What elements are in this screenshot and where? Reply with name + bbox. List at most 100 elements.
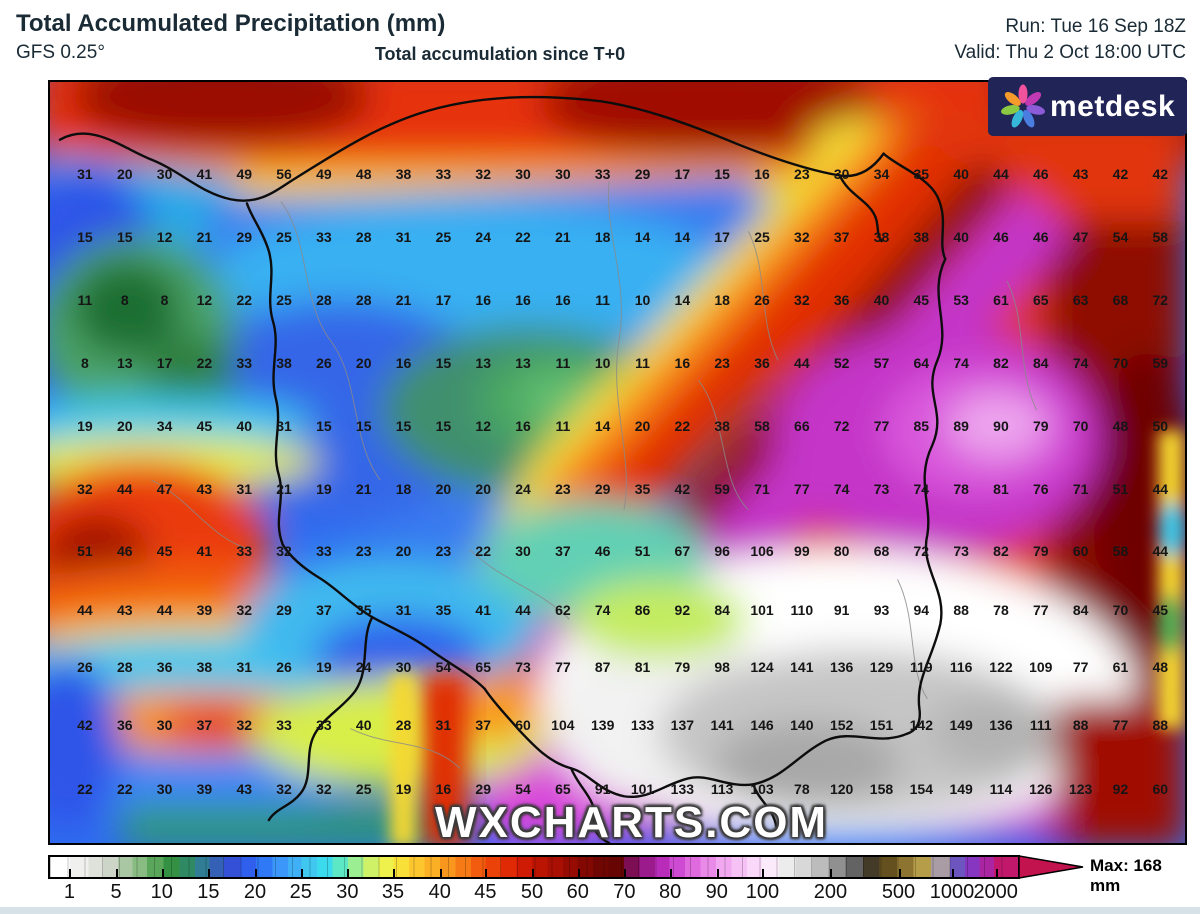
precip-value: 76: [1033, 481, 1049, 497]
precip-value: 67: [674, 543, 691, 559]
precip-value: 136: [989, 717, 1013, 733]
precip-value: 38: [873, 229, 890, 245]
precip-value: 141: [710, 717, 734, 733]
precip-value: 45: [196, 418, 213, 434]
precip-value: 17: [156, 355, 173, 371]
colorbar-tick: [898, 869, 901, 878]
precip-value: 140: [790, 717, 814, 733]
precip-value: 39: [196, 781, 213, 797]
colorbar-tick: [716, 869, 719, 878]
precip-value: 24: [355, 659, 372, 675]
precip-value: 122: [989, 659, 1013, 675]
precip-value: 137: [670, 717, 695, 733]
colorbar-tick: [670, 869, 673, 878]
precip-value: 32: [276, 543, 292, 559]
precip-value: 154: [909, 781, 933, 797]
precip-value: 73: [953, 543, 969, 559]
precip-value: 40: [236, 418, 253, 434]
precip-value: 19: [316, 659, 332, 675]
precip-value: 16: [515, 292, 531, 308]
precip-value: 40: [873, 292, 890, 308]
precip-value: 88: [953, 602, 969, 618]
colorbar-tick-label: 30: [336, 881, 359, 903]
precip-value: 33: [236, 355, 253, 371]
precip-value: 88: [1152, 717, 1169, 733]
precip-value: 22: [77, 781, 93, 797]
precip-value: 37: [196, 717, 213, 733]
grid-row: 51 46 45 41 33 32 33 23 20 23 22 30 37 46 51 67 96 106 99 8…: [65, 542, 1180, 560]
precip-value: 63: [1072, 292, 1089, 308]
precip-value: 84: [714, 602, 730, 618]
precip-value: 21: [355, 481, 372, 497]
page-title: Total Accumulated Precipitation (mm): [16, 10, 446, 37]
precip-value: 33: [316, 717, 332, 733]
precip-value: 12: [156, 229, 173, 245]
colorbar-tick-label: 10: [150, 881, 173, 903]
precip-value: 62: [555, 602, 571, 618]
precip-value: 73: [515, 659, 531, 675]
precip-value: 11: [635, 355, 650, 371]
precip-value: 16: [475, 292, 491, 308]
precip-value: 16: [555, 292, 571, 308]
precip-value: 101: [750, 602, 774, 618]
precip-value: 89: [953, 418, 969, 434]
logo-petal: [1011, 109, 1024, 128]
precip-value: 11: [555, 418, 571, 434]
precip-value: 16: [395, 355, 412, 371]
precip-value: 46: [594, 543, 611, 559]
grid-row: 31 20 30 41 49 56 49 48 38 33 32 30 30 33 29 17 15 16 23 30…: [65, 165, 1180, 183]
precip-value: 77: [873, 418, 890, 434]
logo-petal: [1022, 109, 1035, 127]
precip-value: 35: [435, 602, 452, 618]
precip-value: 22: [116, 781, 133, 797]
precip-value: 29: [634, 166, 651, 182]
color-field-blobs: [50, 82, 1185, 843]
precip-value: 81: [993, 481, 1009, 497]
precip-value: 22: [475, 543, 491, 559]
precip-value: 29: [594, 481, 611, 497]
precip-value: 26: [276, 659, 292, 675]
grid-row: 42 36 30 37 32 33 33 40 28 31 37 60 104 139 133 137 141 1…: [65, 716, 1180, 734]
precip-value: 13: [116, 355, 133, 371]
precip-value: 32: [794, 229, 810, 245]
precip-value: 74: [953, 355, 969, 371]
precip-value: 24: [475, 229, 491, 245]
precip-value: 72: [833, 418, 850, 434]
precip-value: 74: [833, 481, 850, 497]
precip-value: 42: [77, 717, 93, 733]
precip-value: 71: [1072, 481, 1089, 497]
colorbar-tick: [624, 869, 627, 878]
precip-value: 10: [594, 355, 611, 371]
precip-value: 26: [316, 355, 332, 371]
precip-value: 51: [634, 543, 651, 559]
run-valid-info: Run: Tue 16 Sep 18Z Valid: Thu 2 Oct 18:…: [954, 14, 1186, 66]
precip-value: 70: [1072, 418, 1089, 434]
precip-value: 19: [316, 481, 332, 497]
precip-value: 44: [116, 481, 133, 497]
precip-value: 21: [196, 229, 213, 245]
precip-value: 48: [1152, 659, 1169, 675]
precip-value: 14: [634, 229, 651, 245]
precip-value: 120: [829, 781, 854, 797]
colorbar-tick-label: 45: [474, 881, 497, 903]
precip-value: 22: [674, 418, 691, 434]
precip-value: 133: [630, 717, 655, 733]
country-borders: [58, 95, 947, 843]
precip-value: 17: [714, 229, 730, 245]
precip-value: 158: [869, 781, 894, 797]
precip-value: 59: [1152, 355, 1169, 371]
precip-value: 14: [674, 292, 691, 308]
precip-value: 28: [355, 229, 372, 245]
precip-value: 52: [833, 355, 850, 371]
grid-row: 8 13 17 22 33 38 26 20 16 15 13 13 11 10 11 16 23 36 44 52 5…: [65, 354, 1180, 372]
precip-value: 113: [710, 781, 734, 797]
precip-value: 31: [77, 166, 93, 182]
precip-value: 40: [953, 229, 969, 245]
precip-value: 91: [833, 602, 850, 618]
precip-value: 139: [591, 717, 615, 733]
precip-value: 17: [435, 292, 452, 308]
precip-value: 12: [475, 418, 491, 434]
precip-value: 123: [1068, 781, 1093, 797]
precip-value: 79: [1033, 543, 1049, 559]
precip-value: 74: [1072, 355, 1089, 371]
